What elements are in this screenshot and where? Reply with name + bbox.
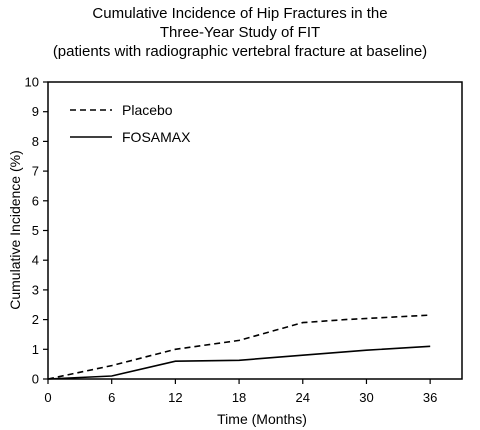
legend: Placebo FOSAMAX (70, 102, 191, 145)
chart-title: Cumulative Incidence of Hip Fractures in… (0, 4, 480, 61)
x-tick-label: 18 (232, 390, 246, 405)
series-layer (47, 314, 431, 380)
y-axis: 0 1 2 3 4 5 6 7 8 9 10 (25, 75, 48, 387)
chart-title-line-3: (patients with radiographic vertebral fr… (52, 43, 428, 60)
y-tick-label: 10 (25, 75, 39, 90)
y-tick-label: 6 (32, 193, 39, 208)
x-tick-label: 36 (423, 390, 437, 405)
x-tick-label: 30 (359, 390, 373, 405)
x-axis-label: Time (Months) (217, 411, 307, 427)
y-tick-label: 9 (32, 104, 39, 119)
y-tick-label: 4 (32, 253, 39, 268)
series-line-placebo (47, 314, 431, 380)
y-tick-label: 7 (32, 164, 39, 179)
chart-title-line-2: Three-Year Study of FIT (159, 24, 321, 41)
x-tick-label: 0 (44, 390, 51, 405)
series-line-fosamax (47, 345, 431, 380)
y-tick-label: 1 (32, 342, 39, 357)
y-tick-label: 0 (32, 372, 39, 387)
legend-label-placebo: Placebo (122, 102, 173, 118)
chart-title-line-1: Cumulative Incidence of Hip Fractures in… (92, 5, 388, 22)
x-axis: 0 6 12 18 24 30 36 (44, 379, 437, 405)
x-tick-label: 6 (108, 390, 115, 405)
y-axis-label: Cumulative Incidence (%) (7, 150, 23, 310)
x-tick-label: 12 (168, 390, 182, 405)
legend-label-fosamax: FOSAMAX (122, 129, 191, 145)
x-tick-label: 24 (296, 390, 310, 405)
y-tick-label: 5 (32, 223, 39, 238)
y-tick-label: 2 (32, 312, 39, 327)
y-tick-label: 8 (32, 134, 39, 149)
plot-area-frame (47, 81, 463, 380)
y-tick-label: 3 (32, 282, 39, 297)
